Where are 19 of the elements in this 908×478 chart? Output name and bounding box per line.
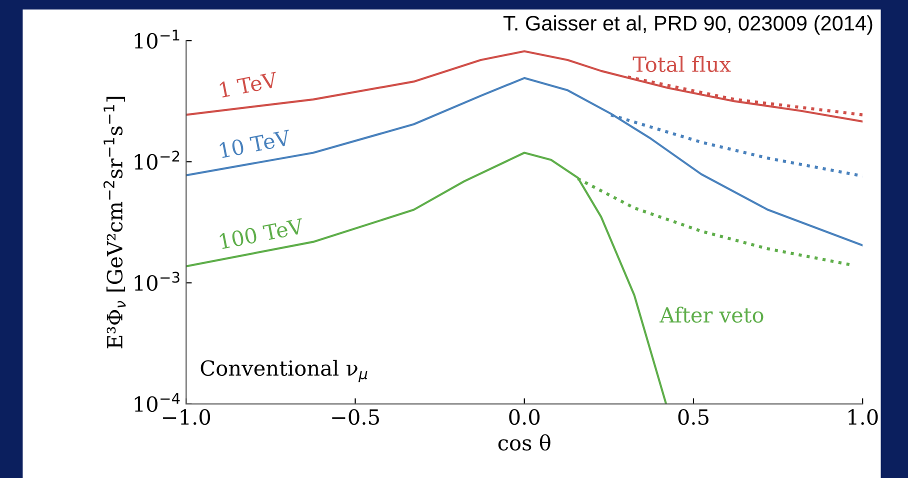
x-tick-label: 1.0 (848, 409, 878, 425)
x-axis-title: cos θ (498, 434, 550, 451)
text: E³Φ$_{ν}$ [GeV²cm$^{−2}$sr$^{−1}$s$^{−1}$] (103, 96, 126, 348)
text: 100 TeV (219, 218, 305, 250)
text: T. Gaisser et al, PRD 90, 023009 (2014) (503, 15, 872, 35)
text: 1 TeV (219, 71, 279, 98)
x-tick-label: −0.5 (332, 409, 379, 425)
line-series (186, 50, 863, 123)
annotation: Total flux (632, 56, 731, 72)
annotation: After veto (660, 306, 764, 323)
y-tick-label: 10$^{−3}$ (134, 272, 180, 291)
x-tick-label: 0.0 (509, 409, 540, 425)
annotation: Conventional ν$_{μ}$ (200, 360, 368, 382)
text: 10 TeV (219, 129, 292, 158)
y-tick-label: 10$^{−1}$ (134, 30, 180, 49)
y-tick-label: 10$^{−4}$ (134, 393, 180, 412)
x-tick-label: −1.0 (163, 409, 210, 425)
y-tick-label: 10$^{−2}$ (134, 150, 180, 170)
x-tick-label: 0.5 (678, 409, 708, 425)
